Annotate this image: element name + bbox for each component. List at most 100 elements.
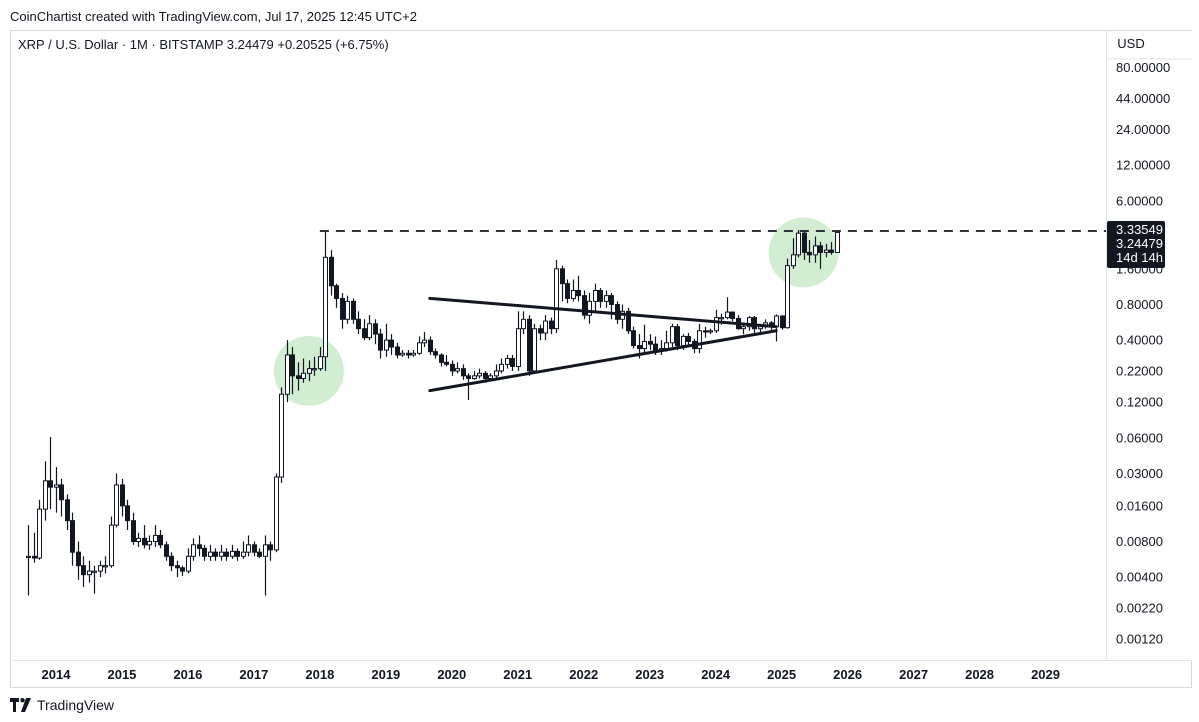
candle-body[interactable]	[477, 372, 482, 377]
candle-body[interactable]	[609, 295, 614, 305]
candle-body[interactable]	[466, 375, 471, 379]
candle-body[interactable]	[285, 354, 290, 395]
candle-body[interactable]	[334, 285, 339, 299]
candle-body[interactable]	[164, 544, 169, 557]
candle-body[interactable]	[730, 311, 735, 319]
candle-body[interactable]	[835, 231, 840, 253]
candle-body[interactable]	[32, 555, 37, 559]
candle-body[interactable]	[345, 300, 350, 320]
candle-body[interactable]	[54, 484, 59, 488]
candle-body[interactable]	[774, 315, 779, 328]
candle-body[interactable]	[241, 551, 246, 557]
candle-body[interactable]	[290, 354, 295, 377]
candle-body[interactable]	[268, 544, 273, 551]
candle-body[interactable]	[373, 323, 378, 335]
candle-body[interactable]	[615, 303, 620, 320]
candle-body[interactable]	[109, 524, 114, 567]
candle-body[interactable]	[521, 318, 526, 330]
candle-body[interactable]	[664, 342, 669, 350]
candle-body[interactable]	[703, 330, 708, 333]
candle-body[interactable]	[461, 368, 466, 377]
candle-body[interactable]	[494, 370, 499, 377]
candle-body[interactable]	[208, 551, 213, 557]
candle-body[interactable]	[813, 245, 818, 256]
candle-body[interactable]	[653, 343, 658, 351]
candle-body[interactable]	[543, 320, 548, 334]
candle-body[interactable]	[807, 251, 812, 256]
candle-body[interactable]	[604, 295, 609, 302]
candle-body[interactable]	[686, 335, 691, 342]
candle-body[interactable]	[103, 565, 108, 568]
candle-body[interactable]	[252, 544, 257, 553]
candle-body[interactable]	[516, 328, 521, 367]
candle-body[interactable]	[224, 551, 229, 557]
candle-body[interactable]	[725, 311, 730, 319]
candle-body[interactable]	[175, 565, 180, 569]
candle-body[interactable]	[202, 547, 207, 557]
candle-body[interactable]	[824, 249, 829, 253]
symbol-info[interactable]: XRP / U.S. Dollar · 1M · BITSTAMP 3.2447…	[18, 37, 389, 52]
candle-body[interactable]	[301, 372, 306, 379]
candle-body[interactable]	[296, 375, 301, 379]
candle-body[interactable]	[120, 484, 125, 507]
candle-body[interactable]	[796, 232, 801, 256]
candle-body[interactable]	[274, 476, 279, 551]
candle-body[interactable]	[444, 361, 449, 365]
candle-body[interactable]	[81, 565, 86, 576]
candle-body[interactable]	[70, 520, 75, 553]
candle-body[interactable]	[87, 570, 92, 576]
candle-body[interactable]	[411, 352, 416, 356]
candle-body[interactable]	[791, 254, 796, 267]
candle-body[interactable]	[626, 310, 631, 332]
candle-body[interactable]	[125, 505, 130, 522]
candle-body[interactable]	[818, 245, 823, 253]
candle-body[interactable]	[554, 268, 559, 330]
candle-body[interactable]	[323, 256, 328, 358]
price-axis-panel[interactable]	[1106, 31, 1192, 660]
candle-body[interactable]	[362, 328, 367, 339]
candle-body[interactable]	[752, 317, 757, 330]
candle-body[interactable]	[318, 356, 323, 370]
candle-body[interactable]	[158, 534, 163, 546]
candle-body[interactable]	[455, 368, 460, 372]
candle-body[interactable]	[708, 330, 713, 333]
candle-body[interactable]	[571, 289, 576, 299]
candle-body[interactable]	[785, 265, 790, 329]
candle-body[interactable]	[153, 534, 158, 542]
candle-body[interactable]	[230, 550, 235, 557]
candle-body[interactable]	[246, 544, 251, 553]
candle-body[interactable]	[142, 537, 147, 546]
candle-body[interactable]	[367, 323, 372, 339]
candle-body[interactable]	[147, 540, 152, 546]
candle-body[interactable]	[532, 328, 537, 372]
candle-body[interactable]	[697, 330, 702, 350]
candle-body[interactable]	[417, 342, 422, 354]
candle-body[interactable]	[587, 300, 592, 316]
candle-body[interactable]	[136, 537, 141, 542]
candle-body[interactable]	[59, 484, 64, 501]
candle-body[interactable]	[263, 544, 268, 557]
candle-body[interactable]	[378, 333, 383, 351]
candle-body[interactable]	[549, 320, 554, 330]
candle-body[interactable]	[510, 358, 515, 367]
candle-body[interactable]	[505, 358, 510, 365]
candle-body[interactable]	[631, 330, 636, 347]
candle-body[interactable]	[648, 340, 653, 345]
candle-body[interactable]	[197, 544, 202, 549]
candle-body[interactable]	[43, 480, 48, 510]
candle-body[interactable]	[747, 317, 752, 328]
candle-body[interactable]	[340, 297, 345, 320]
candle-body[interactable]	[26, 555, 31, 559]
candle-body[interactable]	[48, 480, 53, 488]
candle-body[interactable]	[65, 499, 70, 522]
candle-body[interactable]	[593, 289, 598, 302]
candle-body[interactable]	[186, 555, 191, 572]
candle-body[interactable]	[422, 339, 427, 344]
candle-body[interactable]	[235, 550, 240, 557]
candle-body[interactable]	[37, 508, 42, 559]
candle-body[interactable]	[741, 326, 746, 330]
candle-body[interactable]	[670, 326, 675, 344]
candle-body[interactable]	[395, 346, 400, 356]
candle-body[interactable]	[384, 339, 389, 351]
